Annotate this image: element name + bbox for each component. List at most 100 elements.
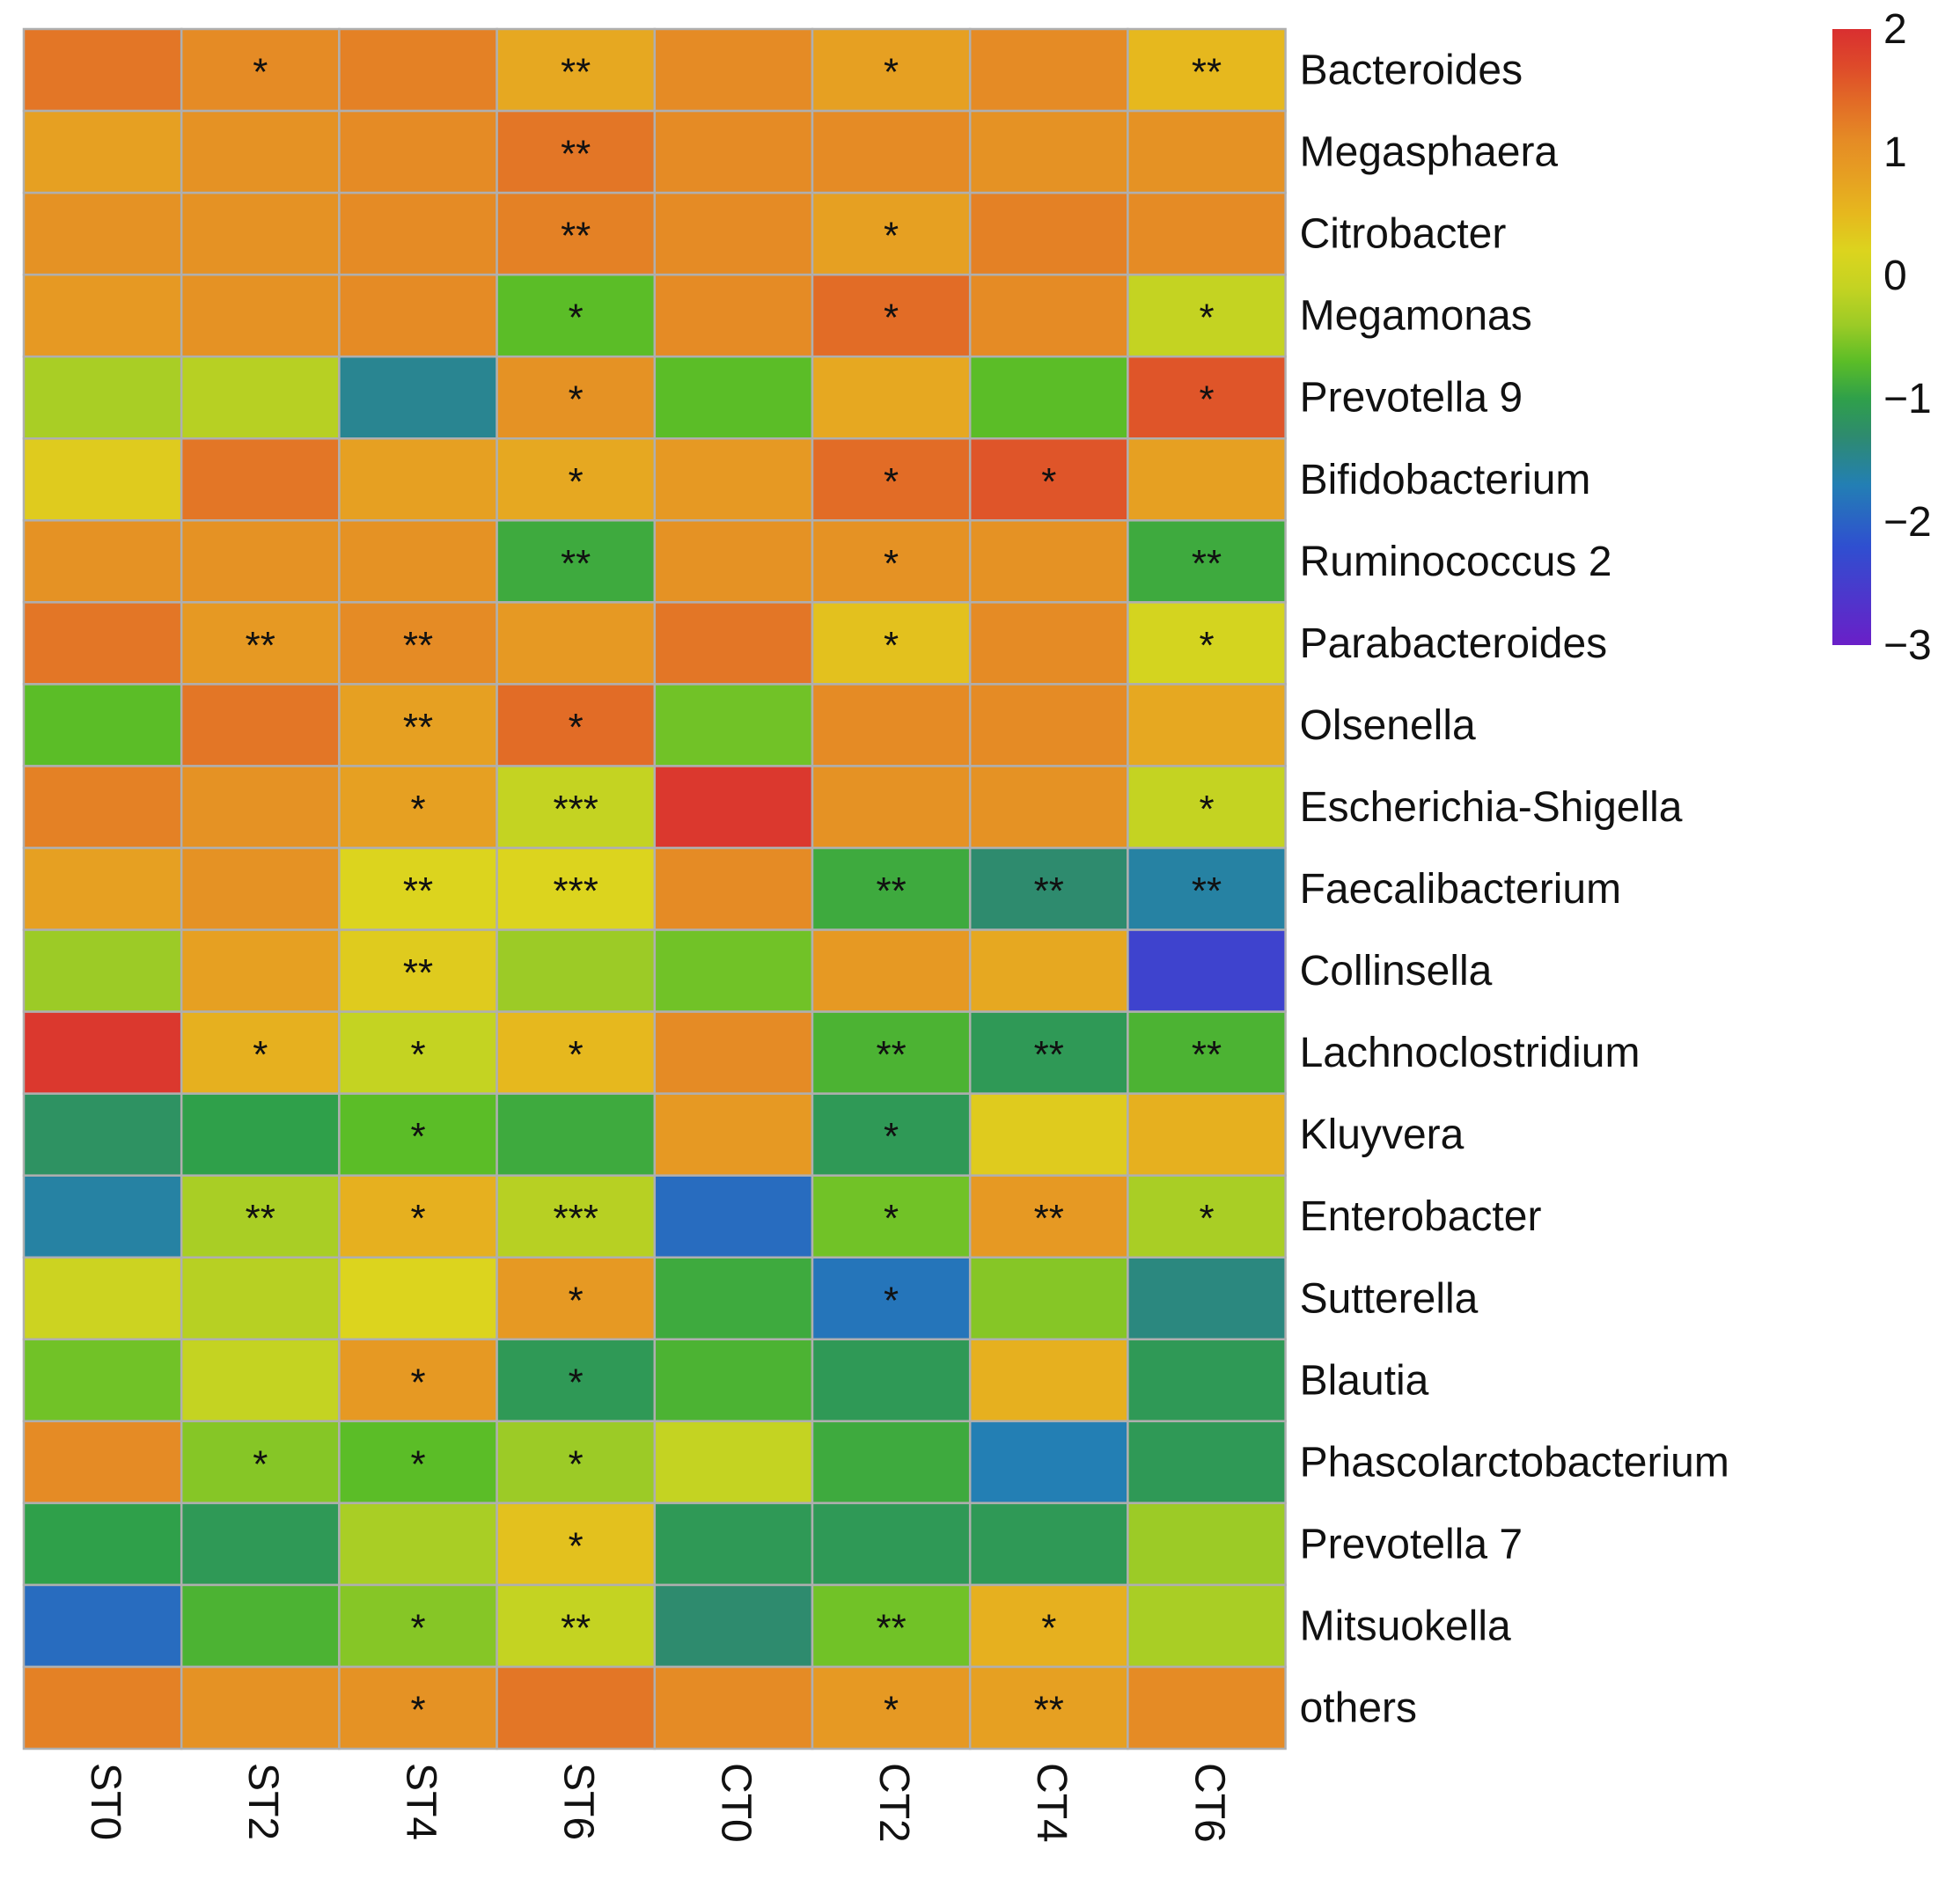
color-scale-tick: 2 <box>1883 6 1907 53</box>
heatmap-cell <box>653 355 814 440</box>
heatmap-cell <box>496 1338 657 1423</box>
heatmap-cell <box>811 1010 972 1095</box>
significance-marker: * <box>1199 624 1214 667</box>
row-label: Blautia <box>1300 1357 1429 1404</box>
row-label: Sutterella <box>1300 1275 1479 1322</box>
heatmap-cell <box>1127 1501 1287 1587</box>
heatmap-cell <box>22 437 183 522</box>
heatmap-cell <box>338 847 498 931</box>
heatmap-cell <box>811 1420 972 1505</box>
significance-marker: ** <box>403 706 433 749</box>
row-label: Mitsuokella <box>1300 1603 1511 1649</box>
significance-marker: ** <box>876 1606 906 1649</box>
heatmap-cell <box>180 1501 341 1587</box>
heatmap-cell <box>811 519 972 604</box>
heatmap-cell <box>968 1501 1129 1587</box>
significance-marker: ** <box>1192 51 1222 94</box>
heatmap-cell <box>180 109 341 194</box>
row-label: Collinsella <box>1300 948 1493 994</box>
heatmap-cell <box>653 519 814 604</box>
significance-marker: * <box>569 1524 584 1567</box>
heatmap-cell <box>338 355 498 440</box>
significance-marker: * <box>1041 1606 1056 1649</box>
heatmap-cell <box>811 1256 972 1341</box>
significance-marker: ** <box>876 870 906 913</box>
heatmap-cell <box>1127 437 1287 522</box>
heatmap-cell <box>1127 1665 1287 1750</box>
heatmap-cell <box>653 191 814 276</box>
significance-marker: ** <box>1034 870 1064 913</box>
significance-marker: * <box>884 624 899 667</box>
heatmap-cell <box>811 1501 972 1587</box>
heatmap-cell <box>968 847 1129 931</box>
row-label: Olsenella <box>1300 702 1476 749</box>
significance-marker: ** <box>1034 1689 1064 1732</box>
significance-marker: * <box>253 51 268 94</box>
column-label: CT2 <box>870 1763 917 1843</box>
heatmap-cell <box>968 519 1129 604</box>
significance-marker: * <box>569 1033 584 1076</box>
heatmap-cell <box>338 1583 498 1669</box>
heatmap-cell <box>653 273 814 358</box>
heatmap-cell <box>338 683 498 767</box>
heatmap-cell <box>653 109 814 194</box>
heatmap-cell <box>496 928 657 1013</box>
heatmap-cell <box>180 765 341 849</box>
significance-marker: * <box>410 1689 425 1732</box>
heatmap-cell <box>22 601 183 686</box>
heatmap-cell <box>338 191 498 276</box>
heatmap-cell <box>338 27 498 113</box>
heatmap-cell <box>968 273 1129 358</box>
heatmap-cell <box>22 1420 183 1505</box>
heatmap-cell <box>338 109 498 194</box>
significance-marker: * <box>569 706 584 749</box>
heatmap-cell <box>653 437 814 522</box>
row-label: Lachnoclostridium <box>1300 1030 1641 1076</box>
heatmap-cell <box>22 1583 183 1669</box>
heatmap-cell <box>1127 601 1287 686</box>
heatmap-cell <box>968 1174 1129 1259</box>
heatmap-cell <box>1127 273 1287 358</box>
color-scale-tick: −1 <box>1883 376 1932 422</box>
color-scale-tick: 0 <box>1883 253 1907 299</box>
heatmap-cell <box>338 1665 498 1750</box>
heatmap-cell <box>968 683 1129 767</box>
heatmap-cell <box>653 1256 814 1341</box>
significance-marker: * <box>884 51 899 94</box>
heatmap-cell <box>338 437 498 522</box>
heatmap-cell <box>968 1338 1129 1423</box>
row-label: Faecalibacterium <box>1300 866 1621 913</box>
heatmap-cell <box>496 1010 657 1095</box>
heatmap-cell <box>496 191 657 276</box>
significance-marker: * <box>1041 460 1056 503</box>
heatmap-cell <box>22 191 183 276</box>
row-labels: Bacteroides Megasphaera Citrobacter Megamon… <box>1300 48 1729 1732</box>
significance-marker: * <box>1199 1197 1214 1240</box>
significance-marker: *** <box>554 1197 598 1240</box>
heatmap-cell <box>180 601 341 686</box>
heatmap-cell <box>811 1665 972 1750</box>
column-label: CT6 <box>1186 1763 1232 1843</box>
significance-marker: * <box>884 1115 899 1158</box>
heatmap-cell <box>338 1501 498 1587</box>
significance-marker: * <box>569 1361 584 1404</box>
column-label: ST0 <box>82 1763 128 1840</box>
heatmap-cell <box>968 1583 1129 1669</box>
column-label: ST4 <box>397 1763 444 1840</box>
heatmap-cell <box>338 519 498 604</box>
heatmap-cell <box>22 519 183 604</box>
heatmap-cell <box>180 273 341 358</box>
heatmap-cell <box>1127 1010 1287 1095</box>
heatmap-cell <box>22 1256 183 1341</box>
heatmap-cell <box>1127 928 1287 1013</box>
column-label: CT4 <box>1028 1763 1075 1843</box>
significance-marker: * <box>884 1689 899 1732</box>
heatmap-cell <box>811 355 972 440</box>
heatmap-cell <box>968 1665 1129 1750</box>
heatmap-cell <box>22 765 183 849</box>
heatmap-cell <box>496 1092 657 1177</box>
heatmap-cell <box>653 1174 814 1259</box>
heatmap-cell <box>811 928 972 1013</box>
heatmap-cell <box>22 1092 183 1177</box>
significance-marker: * <box>569 460 584 503</box>
